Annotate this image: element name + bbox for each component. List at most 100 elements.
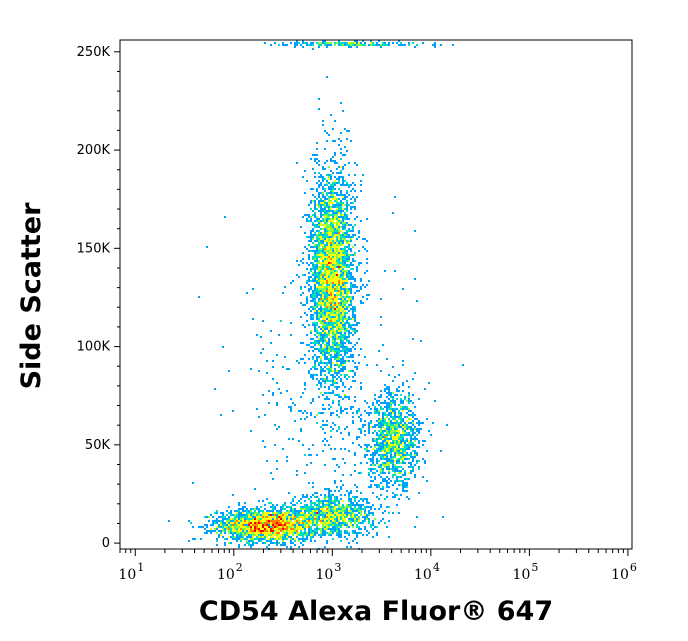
event-dot xyxy=(326,182,328,184)
event-dot xyxy=(354,500,356,502)
event-dot xyxy=(318,222,320,224)
event-dot xyxy=(338,326,340,328)
event-dot xyxy=(410,466,412,468)
event-dot xyxy=(322,204,324,206)
event-dot xyxy=(346,224,348,226)
event-dot xyxy=(324,354,326,356)
event-dot xyxy=(248,532,250,534)
event-dot xyxy=(282,532,284,534)
event-dot xyxy=(328,342,330,344)
event-dot xyxy=(322,380,324,382)
event-dot xyxy=(326,346,328,348)
event-dot xyxy=(386,450,388,452)
event-dot xyxy=(328,198,330,200)
event-dot xyxy=(354,328,356,330)
event-dot xyxy=(314,264,316,266)
event-dot xyxy=(320,206,322,208)
event-dot xyxy=(378,434,380,436)
event-dot xyxy=(348,496,350,498)
event-dot xyxy=(374,518,376,520)
event-dot xyxy=(296,44,298,46)
event-dot xyxy=(328,204,330,206)
event-dot xyxy=(316,158,318,160)
event-dot xyxy=(398,440,400,442)
event-dot xyxy=(366,444,368,446)
event-dot xyxy=(336,344,338,346)
event-dot xyxy=(382,434,384,436)
event-dot xyxy=(266,498,268,500)
x-tick-label-exponent: 2 xyxy=(236,561,243,574)
event-dot xyxy=(320,268,322,270)
event-dot xyxy=(400,466,402,468)
event-dot xyxy=(334,314,336,316)
event-dot xyxy=(346,184,348,186)
event-dot xyxy=(314,206,316,208)
event-dot xyxy=(326,244,328,246)
event-dot xyxy=(324,374,326,376)
event-dot xyxy=(356,526,358,528)
event-dot xyxy=(362,498,364,500)
event-dot xyxy=(224,528,226,530)
event-dot xyxy=(376,448,378,450)
event-dot xyxy=(268,518,270,520)
event-dot xyxy=(342,218,344,220)
event-dot xyxy=(356,502,358,504)
event-dot xyxy=(330,502,332,504)
event-dot xyxy=(232,514,234,516)
event-dot xyxy=(328,380,330,382)
event-dot xyxy=(320,370,322,372)
event-dot xyxy=(346,292,348,294)
event-dot xyxy=(388,452,390,454)
event-dot xyxy=(244,522,246,524)
event-dot xyxy=(338,138,340,140)
event-dot xyxy=(222,518,224,520)
event-dot xyxy=(342,222,344,224)
event-dot xyxy=(276,516,278,518)
event-dot xyxy=(338,266,340,268)
event-dot xyxy=(328,296,330,298)
event-dot xyxy=(340,176,342,178)
event-dot xyxy=(348,322,350,324)
event-dot xyxy=(332,342,334,344)
event-dot xyxy=(336,374,338,376)
event-dot xyxy=(320,286,322,288)
event-dot xyxy=(306,302,308,304)
event-dot xyxy=(304,520,306,522)
event-dot xyxy=(328,290,330,292)
event-dot xyxy=(318,292,320,294)
event-dot xyxy=(340,486,342,488)
event-dot xyxy=(316,504,318,506)
event-dot xyxy=(380,406,382,408)
event-dot xyxy=(306,282,308,284)
event-dot xyxy=(376,484,378,486)
event-dot xyxy=(310,276,312,278)
event-dot xyxy=(344,44,346,46)
event-dot xyxy=(328,492,330,494)
event-dot xyxy=(408,42,410,44)
event-dot xyxy=(378,400,380,402)
event-dot xyxy=(380,396,382,398)
event-dot xyxy=(282,520,284,522)
event-dot xyxy=(380,448,382,450)
event-dot xyxy=(330,336,332,338)
event-dot xyxy=(408,426,410,428)
event-dot xyxy=(378,508,380,510)
event-dot xyxy=(296,274,298,276)
event-dot xyxy=(360,512,362,514)
event-dot xyxy=(222,536,224,538)
event-dot xyxy=(304,362,306,364)
event-dot xyxy=(228,542,230,544)
event-dot xyxy=(330,218,332,220)
event-dot xyxy=(256,518,258,520)
event-dot xyxy=(356,368,358,370)
event-dot xyxy=(322,394,324,396)
event-dot xyxy=(346,330,348,332)
event-dot xyxy=(220,534,222,536)
event-dot xyxy=(338,40,340,42)
event-dot xyxy=(306,514,308,516)
event-dot xyxy=(398,418,400,420)
event-dot xyxy=(210,524,212,526)
event-dot xyxy=(280,514,282,516)
event-dot xyxy=(340,262,342,264)
event-dot xyxy=(200,538,202,540)
